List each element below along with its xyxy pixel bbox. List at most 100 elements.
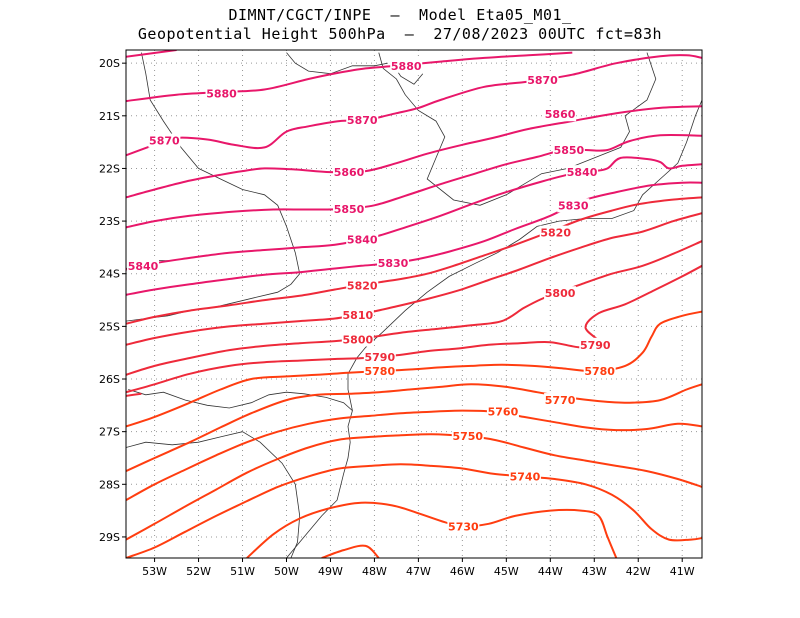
contour-label: 5830	[378, 257, 409, 270]
contour-label-bg	[346, 232, 379, 247]
contour-label-bg	[544, 107, 577, 122]
contour-label-bg	[205, 86, 238, 101]
contour-label-bg	[333, 165, 366, 180]
x-tick-label: 51W	[230, 565, 255, 578]
contour-label-bg	[539, 225, 572, 240]
coastline-layer	[126, 52, 702, 558]
contour-label-bg	[148, 133, 181, 148]
contour-label-bg	[341, 332, 374, 347]
contour-label: 5820	[347, 279, 378, 292]
contour-label-bg	[390, 58, 423, 73]
contour-label-bg	[363, 349, 396, 364]
coastline	[347, 99, 702, 411]
contour-label: 5760	[488, 406, 519, 419]
contour-5810	[126, 212, 702, 346]
x-tick-label: 43W	[582, 565, 607, 578]
y-tick-label: 25S	[99, 320, 120, 333]
contour-label: 5880	[206, 88, 237, 101]
x-tick-label: 52W	[186, 565, 211, 578]
contour-5790	[126, 264, 702, 394]
contour-5760	[126, 409, 702, 501]
contour-label-bg	[566, 165, 599, 180]
x-tick-label: 42W	[626, 565, 651, 578]
contour-label-bg	[508, 469, 541, 484]
contour-label-bg	[544, 393, 577, 408]
contour-label-bg	[526, 73, 559, 88]
y-tick-label: 26S	[99, 373, 120, 386]
contour-label: 5790	[365, 351, 396, 364]
contour-label-bg	[363, 364, 396, 379]
contour-layer	[126, 50, 702, 558]
contour-label-layer: 5880 5880 5870 5870 5870 5860 5860 5850 5850 5840…	[127, 58, 616, 534]
x-tick-label: 44W	[538, 565, 563, 578]
x-tick-label: 45W	[494, 565, 519, 578]
y-tick-label: 21S	[99, 110, 120, 123]
contour-5880	[126, 50, 177, 58]
contour-5830	[126, 181, 702, 296]
contour-label-bg	[127, 258, 159, 273]
map-frame	[125, 49, 703, 559]
contour-label: 5790	[580, 339, 611, 352]
y-tick-label: 28S	[99, 478, 120, 491]
contour-label: 5850	[334, 203, 365, 216]
contour-5870	[126, 54, 702, 157]
contour-5750	[126, 433, 702, 541]
contour-label: 5770	[545, 394, 576, 407]
contour-5820	[126, 196, 702, 325]
contour-label-bg	[341, 307, 374, 322]
contour-label: 5860	[334, 166, 365, 179]
contour-label-bg	[557, 198, 590, 213]
contour-label: 5870	[527, 74, 558, 87]
coastline	[141, 52, 301, 274]
x-tick-label: 47W	[406, 565, 431, 578]
x-tick-label: 53W	[142, 565, 167, 578]
contour-label: 5820	[540, 227, 571, 240]
x-tick-label: 49W	[318, 565, 343, 578]
contour-label: 5870	[347, 114, 378, 127]
x-tick-label: 46W	[450, 565, 475, 578]
contour-label-bg	[333, 201, 366, 216]
coastline	[378, 52, 657, 206]
contour-label: 5880	[391, 60, 422, 73]
contour-label-bg	[346, 113, 379, 128]
y-tick-label: 27S	[99, 426, 120, 439]
y-tick-label: 23S	[99, 215, 120, 228]
contour-5850	[126, 133, 702, 229]
contour-5730	[246, 501, 618, 558]
contour-label-bg	[486, 404, 519, 419]
x-tick-label: 48W	[362, 565, 387, 578]
contour-label: 5830	[558, 199, 589, 212]
contour-label-bg	[544, 286, 577, 301]
y-tick-label: 29S	[99, 531, 120, 544]
contour-label: 5810	[343, 309, 374, 322]
contour-label-bg	[451, 428, 484, 443]
x-tick-label: 41W	[670, 565, 695, 578]
contour-label: 5850	[554, 144, 585, 157]
contour-label: 5840	[567, 166, 598, 179]
contour-label: 5800	[343, 334, 374, 347]
y-tick-label: 24S	[99, 268, 120, 281]
y-tick-label: 22S	[99, 162, 120, 175]
contour-label: 5840	[347, 234, 378, 247]
map-title-line2: Geopotential Height 500hPa – 27/08/2023 …	[137, 25, 663, 43]
y-tick-label: 20S	[99, 57, 120, 70]
contour-label: 5840	[128, 260, 159, 273]
contour-label: 5780	[584, 365, 615, 378]
contour-label-bg	[552, 143, 585, 158]
contour-5880	[126, 51, 573, 103]
contour-label: 5750	[452, 430, 483, 443]
contour-label: 5800	[545, 287, 576, 300]
contour-5740	[126, 463, 702, 558]
grid-layer	[126, 50, 702, 558]
contour-5780	[126, 310, 702, 428]
contour-5780	[126, 392, 142, 397]
contour-5770	[126, 383, 702, 473]
map-title-line1: DIMNT/CGCT/INPE – Model Eta05_M01_	[228, 6, 572, 24]
axis-layer: 53W 52W 51W 50W 49W 48W 47W 46W 45W 44W 43W 42W 41W 2…	[99, 57, 695, 578]
contour-label: 5780	[365, 365, 396, 378]
coastline	[126, 431, 301, 558]
contour-label: 5730	[448, 520, 479, 533]
contour-label-bg	[447, 519, 480, 534]
contour-5720	[321, 544, 380, 558]
